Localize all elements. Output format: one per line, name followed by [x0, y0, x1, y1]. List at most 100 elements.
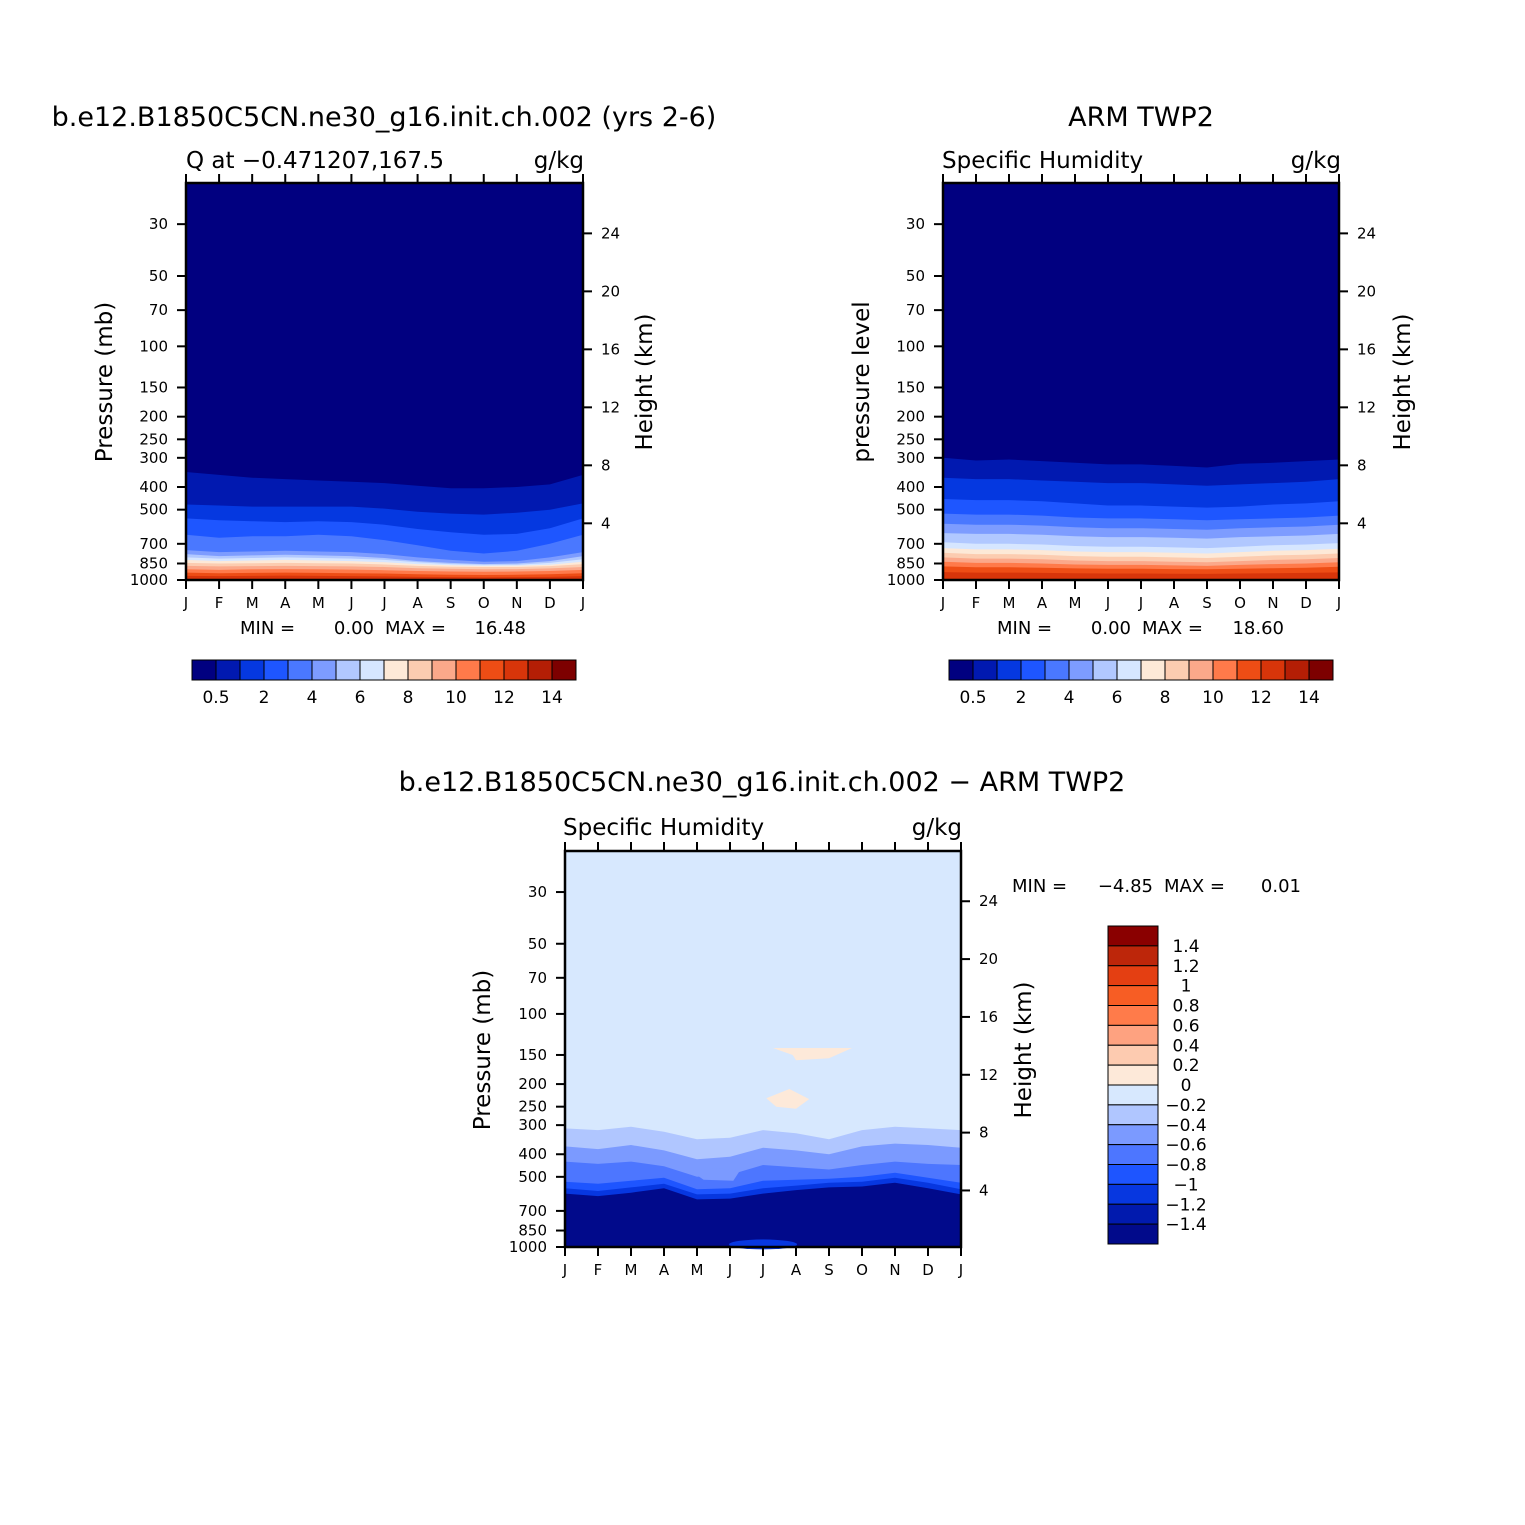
diff-positive-patch-2 [766, 1089, 810, 1109]
diff-colorbar-swatch [1107, 1183, 1159, 1205]
obs-colorbar-swatch [1044, 659, 1070, 681]
diff-panel-max-value: 0.01 [1261, 876, 1301, 897]
model-panel-ylabel: Pressure (mb) [92, 302, 118, 462]
obs-y-tick-label: 400 [896, 478, 925, 496]
diff-colorbar-label: −0.2 [1165, 1096, 1206, 1116]
diff-colorbar-label: 0 [1181, 1076, 1192, 1096]
obs-y2-tick-label: 20 [1357, 282, 1376, 300]
obs-y-tick-label: 30 [906, 215, 925, 233]
obs-colorbar-label: 0.5 [959, 688, 986, 708]
model-panel-units: g/kg [534, 148, 584, 174]
diff-colorbar-swatch [1107, 945, 1159, 967]
diff-colorbar-label: 0.2 [1172, 1056, 1199, 1076]
obs-y2-tick-label: 24 [1357, 224, 1376, 242]
diff-colorbar-label: 1 [1181, 977, 1192, 997]
obs-colorbar-swatch [1284, 659, 1310, 681]
obs-panel: ARM TWP2 Specific Humidity g/kg pressure… [849, 102, 1416, 708]
diff-panel-subtitle: Specific Humidity [563, 815, 764, 841]
diff-x-tick-label: M [625, 1261, 638, 1279]
model-colorbar-swatch [359, 659, 385, 681]
model-panel-max-label: MAX = [385, 618, 446, 639]
model-colorbar-label: 4 [307, 688, 318, 708]
obs-x-tick-label: D [1300, 594, 1312, 612]
diff-y-tick-label: 250 [518, 1098, 547, 1116]
model-y-tick-label: 300 [139, 449, 168, 467]
obs-x-tick-label: J [1105, 594, 1110, 612]
diff-colorbar-swatch [1107, 1144, 1159, 1165]
obs-y-tick-label: 850 [896, 555, 925, 573]
diff-x-tick-label: J [562, 1261, 567, 1279]
model-y2-tick-label: 24 [601, 224, 620, 242]
diff-panel-y2label: Height (km) [1011, 981, 1037, 1118]
model-y-tick-label: 1000 [130, 571, 168, 589]
diff-x-tick-label: F [594, 1261, 603, 1279]
obs-colorbar-swatch [1260, 659, 1286, 681]
model-y-tick-label: 150 [139, 378, 168, 396]
obs-colorbar-swatch [996, 659, 1022, 681]
obs-y2-tick-label: 4 [1357, 514, 1367, 532]
obs-colorbar-swatch [1308, 659, 1334, 681]
diff-y-tick-label: 850 [518, 1222, 547, 1240]
model-panel-title: b.e12.B1850C5CN.ne30_g16.init.ch.002 (yr… [52, 102, 717, 133]
model-colorbar-swatch [479, 659, 505, 681]
obs-colorbar-label: 14 [1298, 688, 1320, 708]
model-panel-min-value: 0.00 [334, 618, 374, 639]
diff-colorbar-label: −0.4 [1165, 1116, 1206, 1136]
obs-y-tick-label: 70 [906, 301, 925, 319]
model-panel-max-value: 16.48 [474, 618, 526, 639]
model-y-tick-label: 500 [139, 501, 168, 519]
obs-x-tick-label: N [1267, 594, 1278, 612]
diff-colorbar-swatch [1107, 1223, 1159, 1245]
diff-y2-tick-label: 4 [979, 1181, 989, 1199]
model-colorbar-swatch [431, 659, 457, 681]
model-colorbar-swatch [455, 659, 481, 681]
obs-colorbar-swatch [1068, 659, 1094, 681]
diff-y2-tick-label: 12 [979, 1066, 998, 1084]
diff-colorbar-label: −1.2 [1165, 1195, 1206, 1215]
obs-x-tick-label: A [1037, 594, 1048, 612]
model-colorbar-label: 14 [541, 688, 563, 708]
model-x-tick-label: J [183, 594, 188, 612]
diff-colorbar-swatch [1107, 1164, 1159, 1185]
obs-colorbar-label: 2 [1016, 688, 1027, 708]
obs-y-tick-label: 50 [906, 267, 925, 285]
diff-x-tick-label: J [958, 1261, 963, 1279]
diff-colorbar-swatch [1107, 925, 1159, 947]
diff-colorbar-label: −1.4 [1165, 1215, 1206, 1235]
model-y2-tick-label: 12 [601, 398, 620, 416]
diff-x-tick-label: A [791, 1261, 802, 1279]
model-panel-y2label: Height (km) [632, 313, 658, 450]
diff-y-tick-label: 200 [518, 1075, 547, 1093]
obs-y-tick-label: 700 [896, 535, 925, 553]
model-colorbar-label: 8 [403, 688, 414, 708]
diff-colorbar-swatch [1107, 985, 1159, 1006]
model-x-tick-label: F [215, 594, 224, 612]
diff-colorbar-swatch [1107, 1064, 1159, 1086]
obs-y-tick-label: 100 [896, 337, 925, 355]
obs-y-tick-label: 250 [896, 430, 925, 448]
obs-colorbar-swatch [1164, 659, 1190, 681]
obs-y2-tick-label: 12 [1357, 398, 1376, 416]
model-y-tick-label: 400 [139, 478, 168, 496]
obs-y-tick-label: 1000 [887, 571, 925, 589]
diff-colorbar-swatch [1107, 1005, 1159, 1026]
diff-colorbar-swatch [1107, 1044, 1159, 1066]
obs-panel-max-label: MAX = [1142, 618, 1203, 639]
obs-colorbar-swatch [1236, 659, 1262, 681]
obs-colorbar-swatch [1212, 659, 1238, 681]
diff-panel-min-label: MIN = [1012, 876, 1067, 897]
model-y2-tick-label: 20 [601, 282, 620, 300]
obs-x-tick-label: J [940, 594, 945, 612]
model-colorbar-label: 12 [493, 688, 515, 708]
model-x-tick-label: J [580, 594, 585, 612]
model-colorbar-label: 0.5 [202, 688, 229, 708]
model-colorbar-label: 2 [259, 688, 270, 708]
diff-y-tick-label: 400 [518, 1145, 547, 1163]
model-colorbar-swatch [551, 659, 577, 681]
obs-panel-title: ARM TWP2 [1068, 102, 1214, 133]
diff-inner-patch [690, 1168, 740, 1181]
diff-y-tick-label: 150 [518, 1046, 547, 1064]
diff-colorbar-label: −0.8 [1165, 1156, 1206, 1176]
obs-colorbar-label: 8 [1160, 688, 1171, 708]
